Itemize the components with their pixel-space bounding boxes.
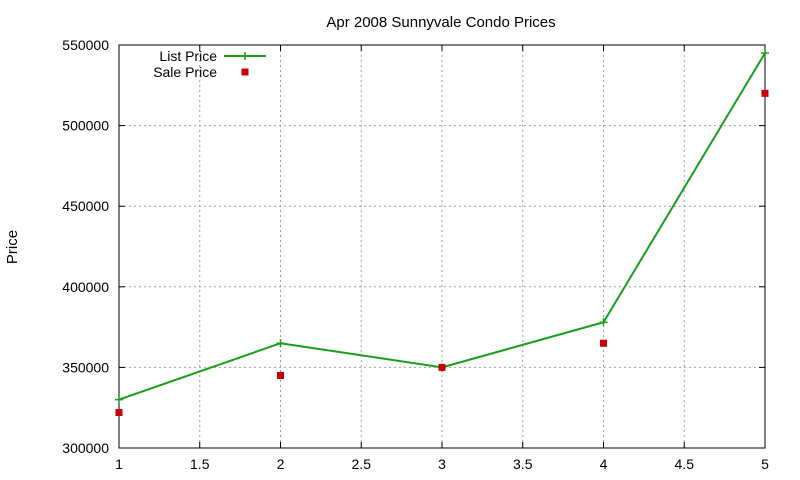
x-tick-label: 5: [761, 456, 769, 472]
y-tick-label: 350000: [62, 359, 109, 375]
legend-entry-sale-price: Sale Price: [153, 64, 249, 80]
x-tick-label: 2.5: [352, 456, 372, 472]
sale-price-point: [761, 89, 769, 97]
grid: [119, 45, 765, 448]
list-price-point: [276, 339, 285, 348]
series: [115, 49, 769, 417]
y-tick-labels: 300000 350000 400000 450000 500000 550000: [62, 37, 109, 456]
y-tick-label: 500000: [62, 118, 109, 134]
legend-label: Sale Price: [153, 64, 217, 80]
x-tick-label: 3.5: [513, 456, 533, 472]
x-tick-label: 3: [438, 456, 446, 472]
y-tick-label: 550000: [62, 37, 109, 53]
legend-label: List Price: [159, 48, 217, 64]
legend-marker: [241, 68, 249, 76]
x-tick-label: 2: [277, 456, 285, 472]
x-tick-labels: 1 1.5 2 2.5 3 3.5 4 4.5 5: [115, 456, 769, 472]
y-axis-label: Price: [4, 230, 21, 264]
sale-price-point: [438, 363, 446, 371]
legend-entry-list-price: List Price: [159, 48, 266, 64]
chart-title: Apr 2008 Sunnyvale Condo Prices: [326, 14, 555, 31]
y-tick-label: 400000: [62, 279, 109, 295]
list-price-point: [115, 395, 123, 404]
sale-price-series: [115, 89, 769, 417]
x-tick-label: 1.5: [190, 456, 210, 472]
x-tick-label: 4: [600, 456, 608, 472]
sale-price-point: [115, 409, 123, 417]
x-tick-label: 1: [115, 456, 123, 472]
y-tick-label: 300000: [62, 440, 109, 456]
x-tick-label: 4.5: [675, 456, 695, 472]
list-price-point: [599, 318, 608, 327]
sale-price-point: [277, 371, 284, 379]
sale-price-point: [600, 339, 607, 347]
list-price-point: [761, 49, 769, 58]
axis-ticks: [118, 44, 766, 449]
legend-marker: [241, 52, 249, 60]
y-tick-label: 450000: [62, 198, 109, 214]
